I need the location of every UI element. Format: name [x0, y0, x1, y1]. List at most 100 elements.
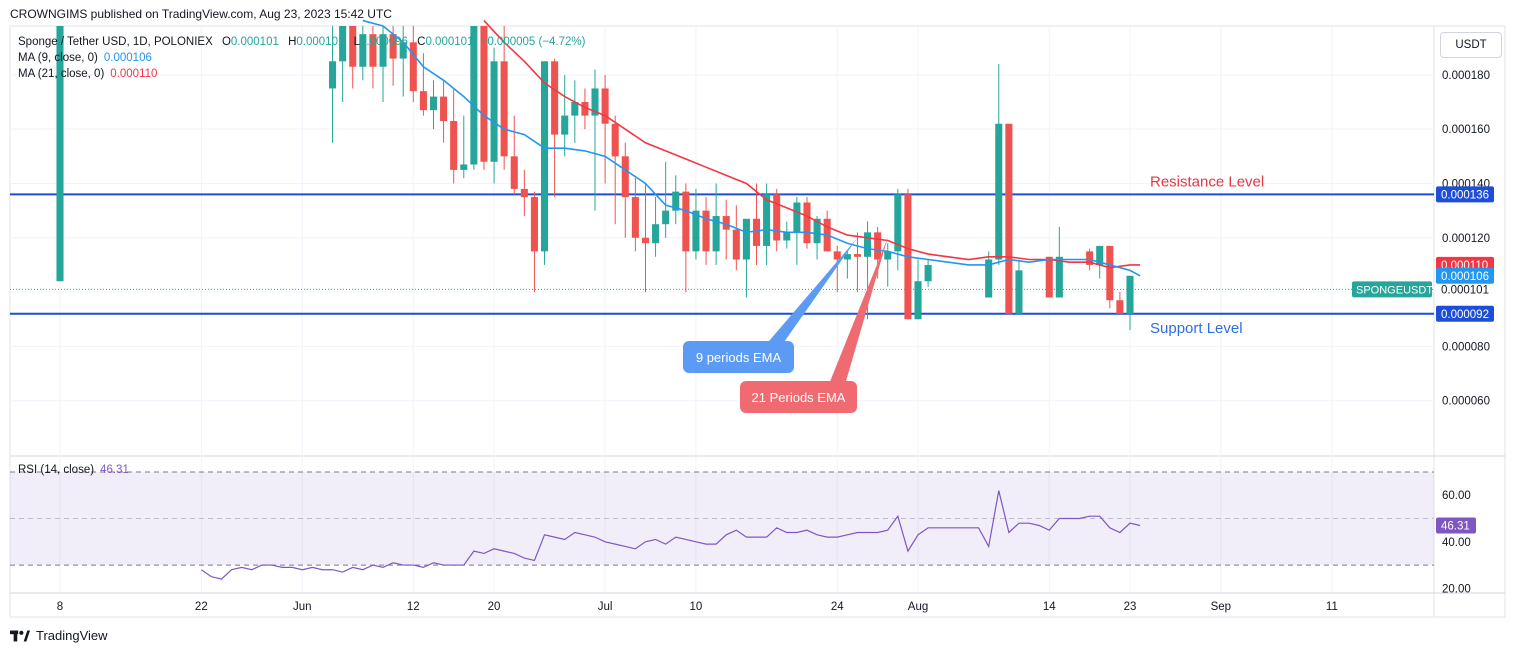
candle: [631, 178, 639, 252]
candle: [914, 259, 922, 320]
rsi-current-box: [1436, 517, 1476, 534]
publisher-caption: CROWNGIMS published on TradingView.com, …: [10, 7, 392, 21]
candle-body: [510, 156, 518, 189]
ma9-legend-row[interactable]: MA (9, close, 0) 0.000106: [18, 50, 585, 66]
candle: [500, 26, 508, 170]
rsi-label: RSI (14, close): [18, 464, 95, 476]
candle: [369, 26, 377, 89]
candle-body: [339, 26, 347, 62]
candle: [561, 74, 569, 157]
rsi-tick-label: 60.00: [1442, 490, 1471, 502]
time-tick-label: 14: [1043, 601, 1056, 613]
candle-body: [500, 61, 508, 157]
time-tick-label: 24: [831, 601, 844, 613]
rsi-legend[interactable]: RSI (14, close) 46.31: [18, 464, 129, 476]
candle-body: [460, 164, 468, 170]
ma9-line: [362, 19, 1141, 277]
candle-body: [924, 264, 932, 282]
support-tag: 0.000092: [1436, 305, 1494, 322]
candle: [571, 80, 579, 143]
candle: [843, 251, 851, 279]
candle: [480, 26, 488, 170]
time-tick-label: Jul: [598, 601, 613, 613]
ma21-value: 0.000110: [110, 68, 158, 80]
price-tick-label: 0.000060: [1442, 396, 1490, 408]
currency-button[interactable]: USDT: [1440, 32, 1502, 58]
candle-body: [803, 202, 811, 244]
time-tick-label: 10: [690, 601, 703, 613]
candle-body: [662, 210, 670, 225]
high-value: 0.000101: [296, 36, 345, 48]
candle-body: [409, 42, 417, 92]
candle: [1015, 259, 1023, 314]
candle: [763, 183, 771, 265]
time-tick-label: Jun: [293, 601, 312, 613]
candle: [904, 188, 912, 320]
ma21-line: [483, 20, 1141, 269]
candle: [662, 161, 670, 238]
ma21-legend-row[interactable]: MA (21, close, 0) 0.000110: [18, 66, 585, 82]
candle-body: [692, 210, 700, 252]
tradingview-brand[interactable]: TradingView: [10, 628, 108, 643]
moving-averages: [362, 19, 1141, 277]
grid-lines: [9, 25, 1506, 618]
candle-body: [833, 251, 841, 260]
candle-body: [419, 91, 427, 111]
candle: [470, 26, 478, 170]
candle-body: [591, 88, 599, 116]
candle: [712, 183, 720, 265]
candle: [520, 169, 528, 217]
candle-body: [853, 254, 861, 257]
candle: [389, 26, 397, 86]
ma9-label: MA (9, close, 0): [18, 52, 98, 64]
callout-box: [683, 341, 794, 373]
candle: [429, 80, 438, 130]
candle: [732, 205, 740, 271]
time-tick-label: Sep: [1211, 601, 1231, 613]
price-tick-label: 0.000120: [1442, 233, 1490, 245]
ema9-callout[interactable]: 9 periods EMA: [683, 237, 858, 373]
candle-body: [793, 202, 801, 233]
ema21-callout[interactable]: 21 Periods EMA: [740, 237, 888, 413]
candle: [611, 115, 619, 225]
candle-body: [1015, 270, 1023, 314]
candle: [702, 197, 710, 265]
candle: [329, 26, 337, 143]
candle-body: [752, 218, 761, 246]
candle-body: [389, 34, 397, 59]
candle: [924, 259, 932, 287]
ma9-tag: 0.000106: [1436, 267, 1494, 284]
candle: [339, 26, 347, 103]
candle: [995, 64, 1003, 265]
resistance-annotation: Resistance Level: [1150, 173, 1264, 190]
candle: [1106, 245, 1114, 309]
close-key: C: [417, 36, 426, 48]
candle-body: [914, 281, 922, 320]
close-value: 0.000101: [425, 36, 474, 48]
candle-body: [1106, 245, 1114, 301]
axes: 0.0000600.0000800.0001200.0001400.000160…: [57, 70, 1490, 613]
rsi-current-text: 46.31: [1441, 521, 1470, 533]
callout-text: 21 Periods EMA: [752, 390, 846, 405]
candle: [1116, 292, 1124, 314]
callout-text: 9 periods EMA: [696, 350, 782, 365]
candle-body: [450, 121, 458, 170]
candle-body: [530, 197, 538, 252]
rsi-pane: [10, 471, 1434, 580]
candle-body: [399, 42, 407, 59]
symbol-name[interactable]: Sponge / Tether USD, 1D, POLONIEX: [18, 36, 213, 48]
candle-body: [763, 194, 771, 246]
candle: [460, 115, 468, 179]
candle: [349, 26, 357, 89]
candle: [399, 26, 407, 97]
candle-body: [874, 232, 882, 260]
last-price-tag: 0.000101: [1441, 284, 1489, 296]
candle-body: [1096, 245, 1104, 265]
rsi-tick-label: 40.00: [1442, 537, 1471, 549]
low-key: L: [353, 36, 360, 48]
price-tick-label: 0.000160: [1442, 124, 1490, 136]
candle-body: [571, 102, 579, 116]
ma21-label: MA (21, close, 0): [18, 68, 105, 80]
candle-body: [621, 156, 629, 198]
